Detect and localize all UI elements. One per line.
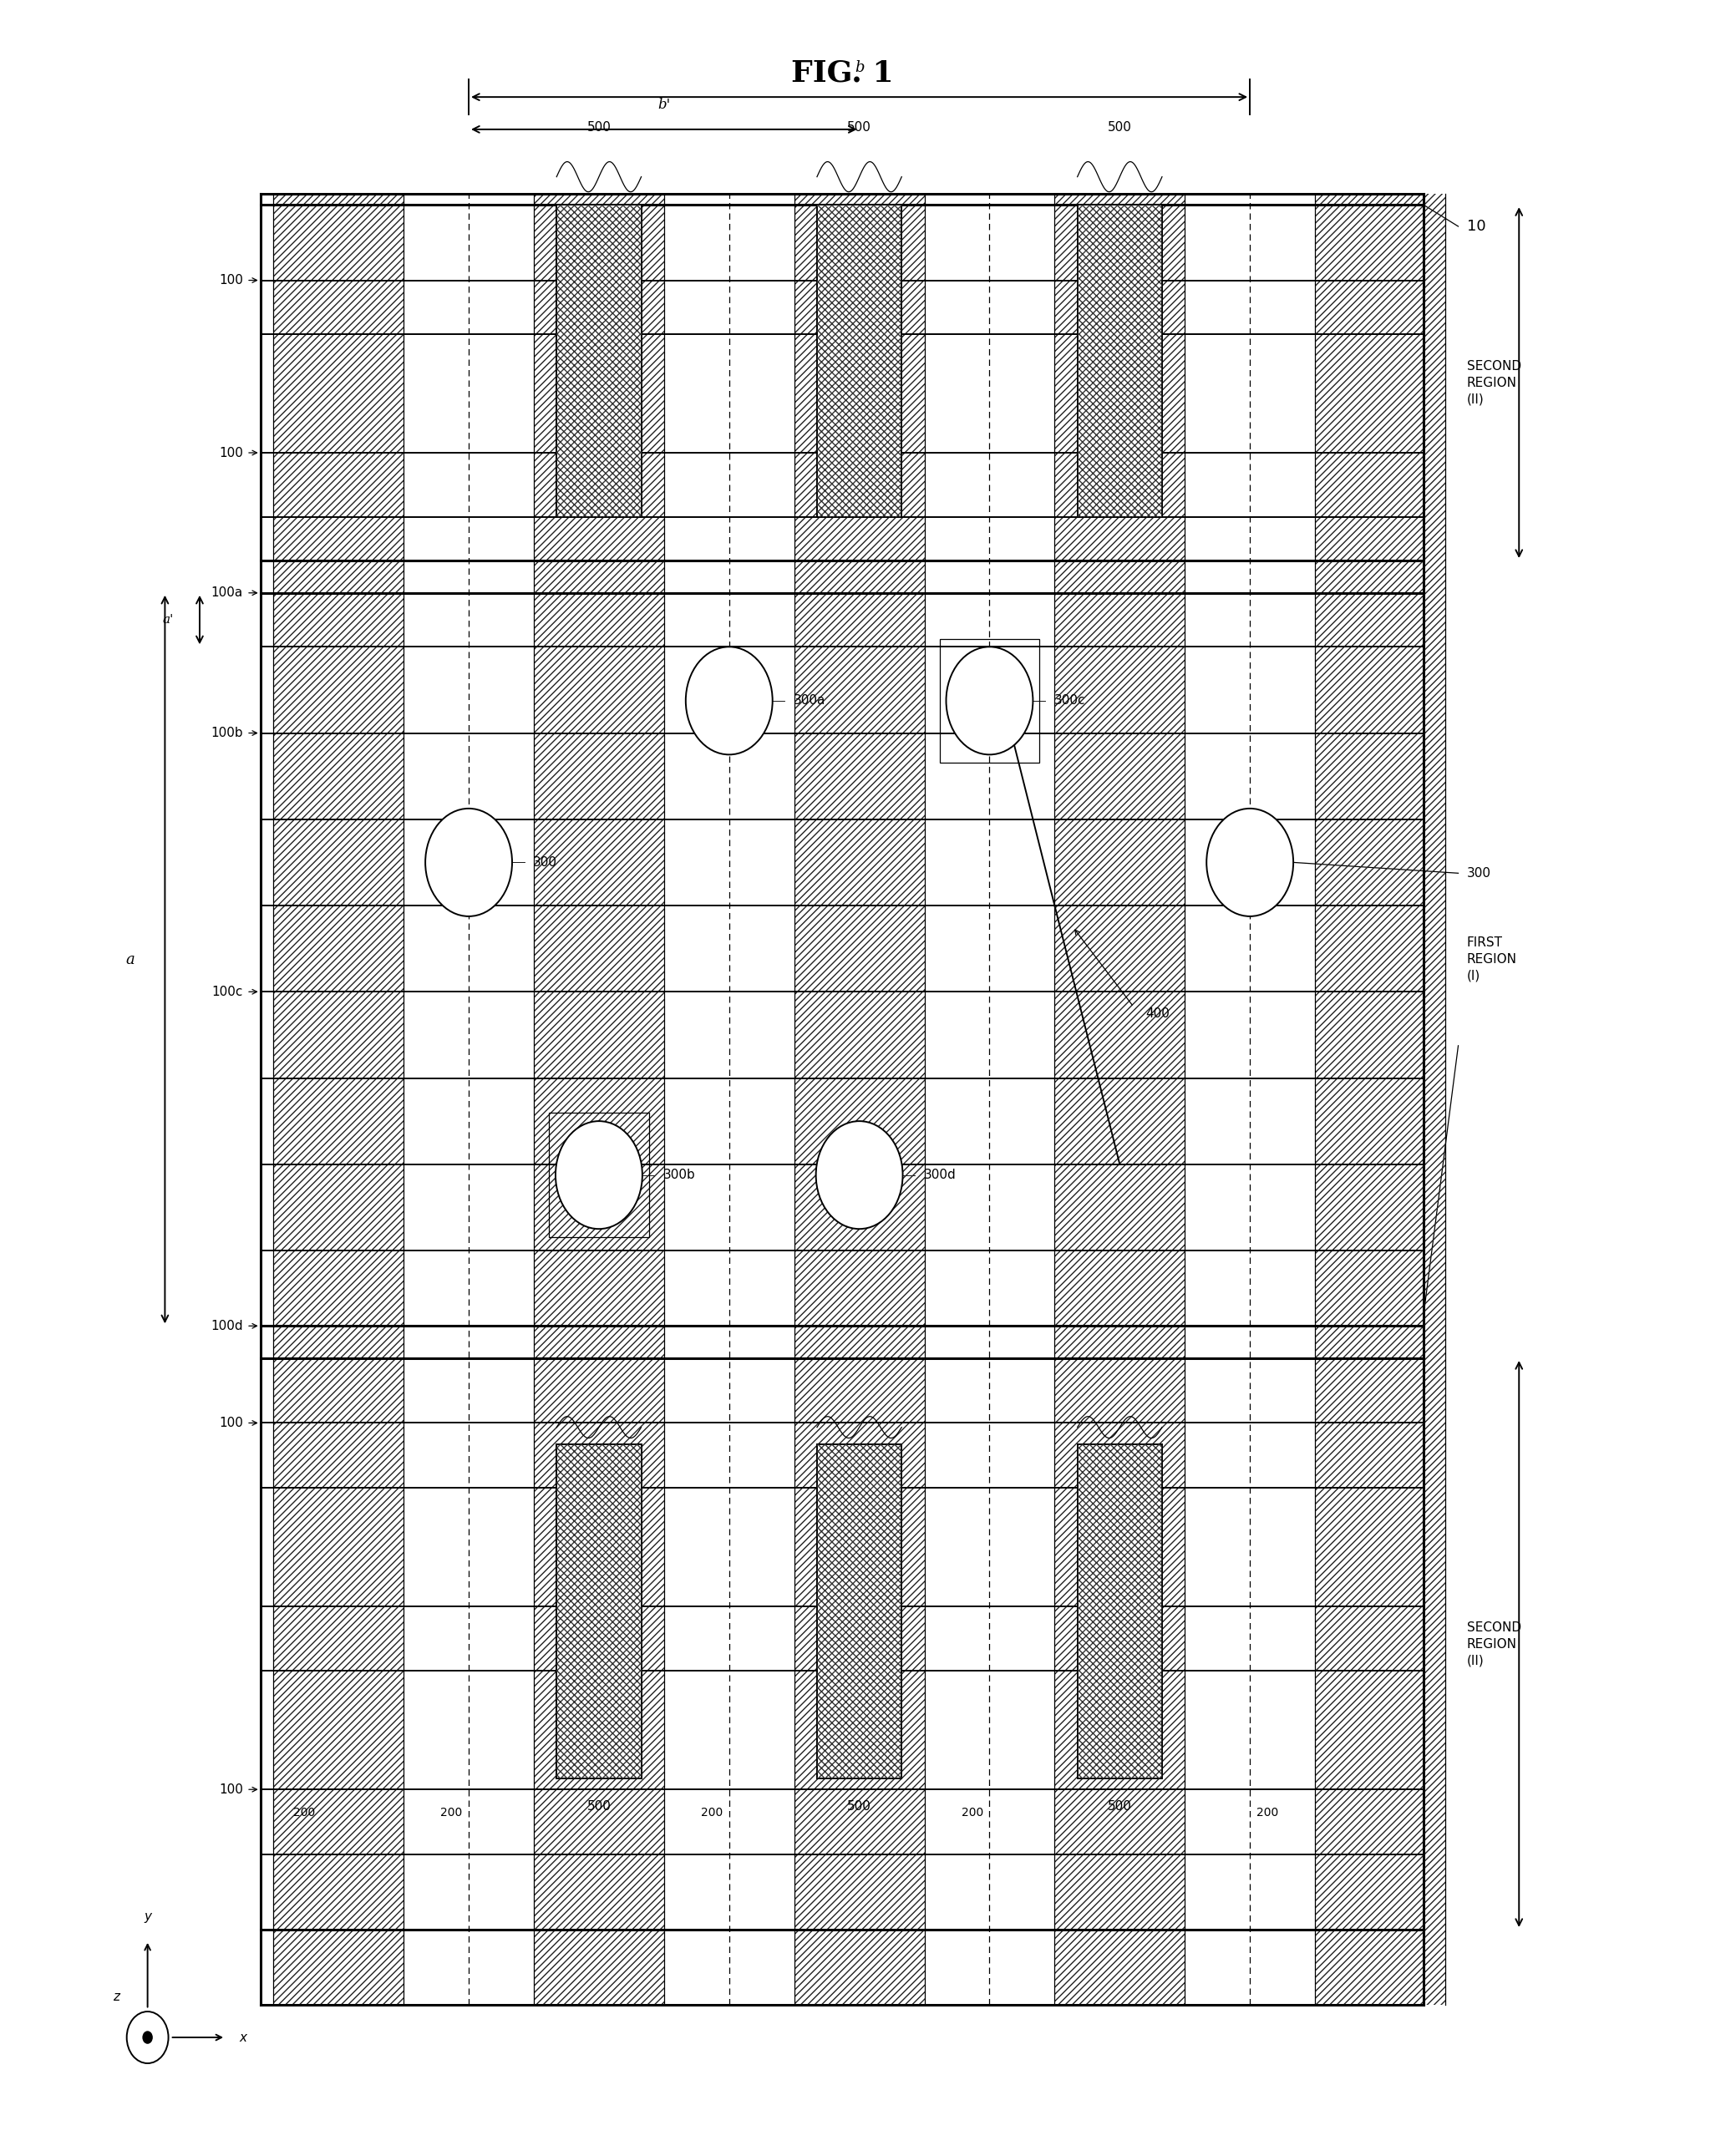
Bar — [1078, 205, 1161, 517]
Text: 300b: 300b — [663, 1169, 696, 1181]
Circle shape — [127, 2012, 168, 2063]
Text: 500: 500 — [847, 1800, 871, 1813]
Bar — [818, 205, 901, 517]
Text: 100: 100 — [219, 1416, 243, 1429]
Text: 500: 500 — [847, 121, 871, 134]
Text: 100: 100 — [219, 446, 243, 459]
Bar — [818, 1445, 901, 1779]
Text: 200: 200 — [293, 1807, 314, 1818]
Bar — [557, 205, 641, 517]
Text: 200: 200 — [962, 1807, 983, 1818]
Circle shape — [142, 2031, 153, 2044]
Text: 10: 10 — [1467, 220, 1486, 233]
Bar — [939, 638, 1040, 763]
Text: SECOND
REGION
(II): SECOND REGION (II) — [1467, 1621, 1521, 1667]
Text: b: b — [854, 60, 865, 75]
Text: x: x — [240, 2031, 247, 2044]
Bar — [1055, 194, 1184, 2005]
Circle shape — [816, 1121, 903, 1229]
Text: b': b' — [658, 97, 670, 112]
Bar — [557, 205, 641, 517]
Text: 500: 500 — [587, 121, 611, 134]
Bar — [1078, 1445, 1161, 1779]
Bar — [549, 1112, 649, 1238]
Text: 400: 400 — [1146, 1007, 1170, 1020]
Bar — [557, 1445, 641, 1779]
Text: 100a: 100a — [212, 586, 243, 599]
Text: 100b: 100b — [210, 727, 243, 740]
Text: 500: 500 — [1108, 1800, 1132, 1813]
Text: a': a' — [163, 614, 174, 625]
Bar — [535, 194, 665, 2005]
Bar — [557, 1445, 641, 1779]
Circle shape — [425, 808, 512, 916]
Text: 200: 200 — [1257, 1807, 1278, 1818]
Text: 300: 300 — [533, 856, 557, 869]
Text: 300c: 300c — [1054, 694, 1085, 707]
Text: 300: 300 — [1467, 867, 1491, 880]
Bar — [818, 1445, 901, 1779]
Bar — [1316, 194, 1444, 2005]
Bar — [795, 194, 924, 2005]
Text: 200: 200 — [441, 1807, 462, 1818]
Bar — [1316, 194, 1444, 2005]
Text: 100c: 100c — [212, 985, 243, 998]
Text: 200: 200 — [701, 1807, 722, 1818]
Text: SECOND
REGION
(II): SECOND REGION (II) — [1467, 360, 1521, 405]
Text: 300a: 300a — [793, 694, 825, 707]
Circle shape — [946, 647, 1033, 755]
Text: 100: 100 — [219, 1783, 243, 1796]
Bar — [535, 194, 665, 2005]
Bar — [795, 194, 924, 2005]
Text: 500: 500 — [587, 1800, 611, 1813]
Text: 300d: 300d — [924, 1169, 957, 1181]
Text: FIG. 1: FIG. 1 — [790, 58, 894, 88]
Bar — [1078, 1445, 1161, 1779]
Text: y: y — [144, 1910, 151, 1923]
Text: 500: 500 — [1108, 121, 1132, 134]
Circle shape — [1207, 808, 1293, 916]
Text: FIRST
REGION
(I): FIRST REGION (I) — [1467, 936, 1517, 983]
Bar — [274, 194, 403, 2005]
Text: 100: 100 — [219, 274, 243, 287]
Circle shape — [686, 647, 773, 755]
Text: 100d: 100d — [210, 1319, 243, 1332]
Text: a: a — [125, 953, 135, 966]
Bar — [818, 205, 901, 517]
Text: z: z — [113, 1990, 120, 2003]
Bar — [1078, 205, 1161, 517]
Circle shape — [556, 1121, 642, 1229]
Bar — [1055, 194, 1184, 2005]
Bar — [274, 194, 403, 2005]
